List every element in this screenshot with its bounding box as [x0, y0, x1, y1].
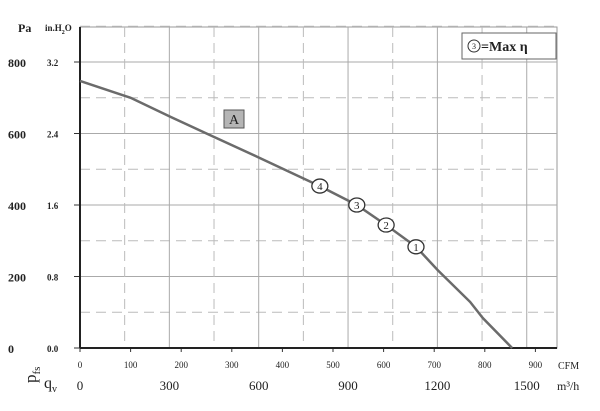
cfm-tick-label: 500 — [326, 360, 340, 370]
flow-symbol: qv — [44, 375, 57, 395]
pa-tick-label: 0 — [8, 342, 14, 356]
cfm-tick-label: 900 — [529, 360, 543, 370]
cfm-tick-label: 800 — [478, 360, 492, 370]
pressure-symbol: pfs — [21, 367, 43, 383]
m3h-tick-label: 1500 — [514, 378, 540, 393]
operating-point-label: 3 — [354, 200, 360, 212]
svg-text:A: A — [229, 113, 240, 128]
operating-point-2: 2 — [377, 217, 395, 233]
legend-marker-icon — [467, 39, 481, 53]
operating-point-marker — [407, 239, 425, 255]
svg-text:=Max η: =Max η — [481, 40, 528, 55]
legend: 3 =Max η — [461, 32, 557, 60]
pa-tick-label: 800 — [8, 56, 26, 70]
operating-point-marker — [377, 217, 395, 233]
m3h-tick-label: 900 — [338, 378, 358, 393]
m3h-tick-label: 600 — [249, 378, 269, 393]
operating-point-label: 1 — [413, 242, 419, 254]
curve-layer: 4 3 2 1 — [79, 79, 513, 349]
cfm-tick-label: 200 — [174, 360, 188, 370]
inh2o-tick-label: 0.0 — [47, 344, 59, 354]
inh2o-tick-label: 3.2 — [47, 58, 59, 68]
inh2o-tick-label: 1.6 — [47, 201, 59, 211]
operating-point-3: 3 — [348, 197, 366, 213]
operating-point-label: 4 — [317, 181, 323, 193]
y-label-pa: Pa — [18, 21, 31, 35]
cfm-tick-label: 400 — [276, 360, 290, 370]
inh2o-tick-label: 2.4 — [47, 130, 59, 140]
cfm-tick-label: 0 — [78, 360, 83, 370]
curve-label-a: A — [223, 109, 245, 129]
x-unit-m3h: m³/h — [557, 379, 579, 393]
labels: Pa in.H2O pfs qv CFM m³/h A 3 =Max η — [18, 21, 579, 395]
grid — [79, 25, 558, 349]
m3h-tick-label: 300 — [160, 378, 180, 393]
operating-point-label: 2 — [383, 220, 389, 232]
cfm-tick-label: 300 — [225, 360, 239, 370]
pa-tick-label: 400 — [8, 199, 26, 213]
svg-text:3: 3 — [472, 42, 476, 51]
cfm-tick-label: 600 — [377, 360, 391, 370]
cfm-tick-label: 100 — [124, 360, 138, 370]
pa-tick-label: 200 — [8, 271, 26, 285]
operating-point-1: 1 — [407, 239, 425, 255]
operating-point-marker — [311, 178, 329, 194]
pa-tick-label: 600 — [8, 128, 26, 142]
x-unit-cfm: CFM — [558, 361, 579, 372]
operating-point-marker — [348, 197, 366, 213]
m3h-tick-label: 1200 — [424, 378, 450, 393]
operating-point-4: 4 — [311, 178, 329, 194]
cfm-tick-label: 700 — [427, 360, 441, 370]
performance-curve — [79, 79, 513, 349]
m3h-tick-label: 0 — [77, 378, 84, 393]
inh2o-tick-label: 0.8 — [47, 273, 59, 283]
y-label-inh2o: in.H2O — [45, 23, 72, 36]
